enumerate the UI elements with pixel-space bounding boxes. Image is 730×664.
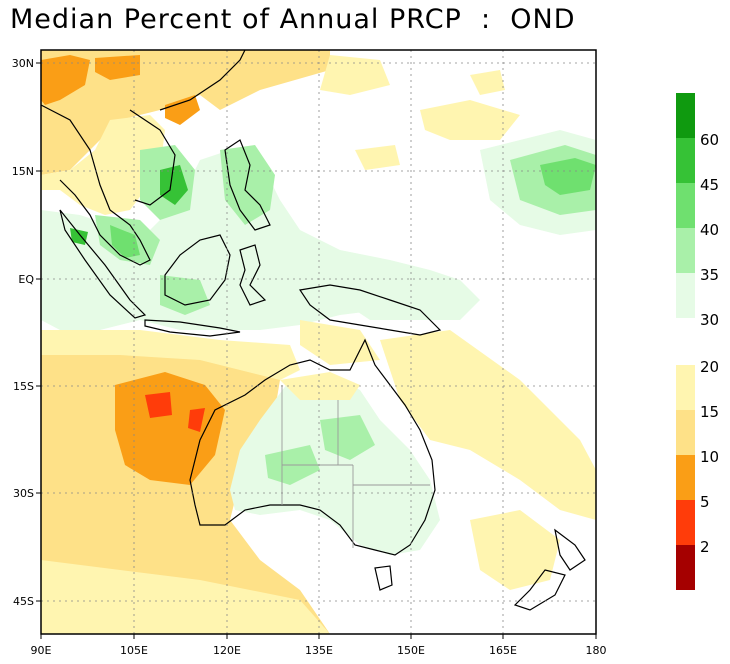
china-coastline: [159, 50, 246, 111]
asia-coastline: [41, 104, 151, 266]
legend-swatch-60: [676, 93, 695, 138]
borneo-wet: [160, 275, 210, 315]
indian-ocean-pale: [41, 330, 300, 380]
pacific-yellow-patch: [420, 100, 520, 140]
australia-north-dry: [280, 372, 360, 400]
new-guinea-coastline: [298, 284, 442, 336]
legend-swatch-15: [676, 410, 695, 455]
state-borders: [281, 385, 430, 548]
pacific-yellow-patch-3: [470, 70, 505, 95]
south-china-dry-band: [41, 50, 330, 175]
legend-label-20: 20: [700, 358, 719, 376]
indochina-coastline: [129, 109, 176, 206]
lon-label-165e: 165E: [489, 644, 517, 657]
legend-swatch-10: [676, 455, 695, 500]
south-pacific-dry: [380, 330, 596, 520]
legend-swatch-20: [676, 365, 695, 410]
south-china-orange: [41, 55, 90, 105]
australia-coastline: [189, 338, 436, 556]
lat-label-30n: 30N: [12, 57, 34, 70]
lat-label-eq: EQ: [18, 273, 34, 286]
lon-tick-labels: 90E 105E 120E 135E 150E 165E 180: [31, 634, 607, 657]
hainan-orange: [165, 95, 200, 125]
malaya-wet-core: [110, 225, 140, 258]
philippines-wet: [220, 145, 275, 225]
legend-swatch-5: [676, 500, 695, 545]
legend-swatch-35: [676, 228, 695, 273]
legend-lower: 20 15 10 5 2: [676, 358, 719, 590]
legend-label-35: 35: [700, 266, 719, 284]
coastlines: [41, 50, 586, 611]
sumatra-wet-core: [70, 228, 88, 245]
w-australia-red: [145, 392, 172, 418]
lon-label-135e: 135E: [305, 644, 333, 657]
lon-label-180: 180: [586, 644, 607, 657]
nw-pacific-pale-yellow: [320, 55, 390, 95]
legend-label-5: 5: [700, 493, 710, 511]
lon-label-150e: 150E: [397, 644, 425, 657]
lat-label-30s: 30S: [13, 487, 34, 500]
legend-swatch-2: [676, 545, 695, 590]
legend-label-40: 40: [700, 221, 719, 239]
legend-swatch-45: [676, 138, 695, 183]
java-coastline: [144, 319, 241, 337]
australia-interior-wet-2: [320, 415, 375, 460]
legend-label-60: 60: [700, 131, 719, 149]
nw-pacific-wet-core: [540, 158, 596, 195]
lat-tick-labels: 30N 15N EQ 15S 30S 45S: [12, 57, 41, 608]
new-zealand-north-coastline: [554, 528, 586, 571]
borneo-coastline: [164, 234, 231, 306]
graticule: [41, 50, 596, 634]
lat-label-15n: 15N: [12, 165, 34, 178]
w-australia-red-2: [188, 408, 205, 432]
new-zealand-south-coastline: [513, 569, 566, 611]
sumatra-coastline: [59, 209, 147, 319]
legend-label-2: 2: [700, 538, 710, 556]
south-indian-ocean-dry: [41, 345, 330, 634]
lon-label-105e: 105E: [120, 644, 148, 657]
pacific-yellow-patch-2: [355, 145, 400, 170]
tasmania-coastline: [374, 565, 393, 591]
tasman-dry: [470, 510, 560, 590]
map-title: Median Percent of Annual PRCP : OND: [10, 4, 576, 35]
lon-label-90e: 90E: [31, 644, 52, 657]
lon-label-120e: 120E: [213, 644, 241, 657]
legend-swatch-40: [676, 183, 695, 228]
lat-label-45s: 45S: [13, 595, 34, 608]
south-china-orange-2: [95, 55, 140, 80]
legend-upper: 60 45 40 35 30: [676, 93, 719, 329]
philippines-coastline: [224, 139, 271, 231]
lat-label-15s: 15S: [13, 380, 34, 393]
vietnam-wet-core: [160, 165, 188, 205]
south-indian-ocean-lower: [41, 560, 330, 634]
legend-label-45: 45: [700, 176, 719, 194]
sulawesi-coastline: [239, 244, 267, 306]
legend-label-15: 15: [700, 403, 719, 421]
legend-label-10: 10: [700, 448, 719, 466]
legend-label-30: 30: [700, 311, 719, 329]
south-pacific-band: [300, 320, 380, 365]
w-australia-orange: [115, 372, 225, 485]
legend-swatch-30: [676, 273, 695, 318]
map-field: [41, 50, 596, 634]
